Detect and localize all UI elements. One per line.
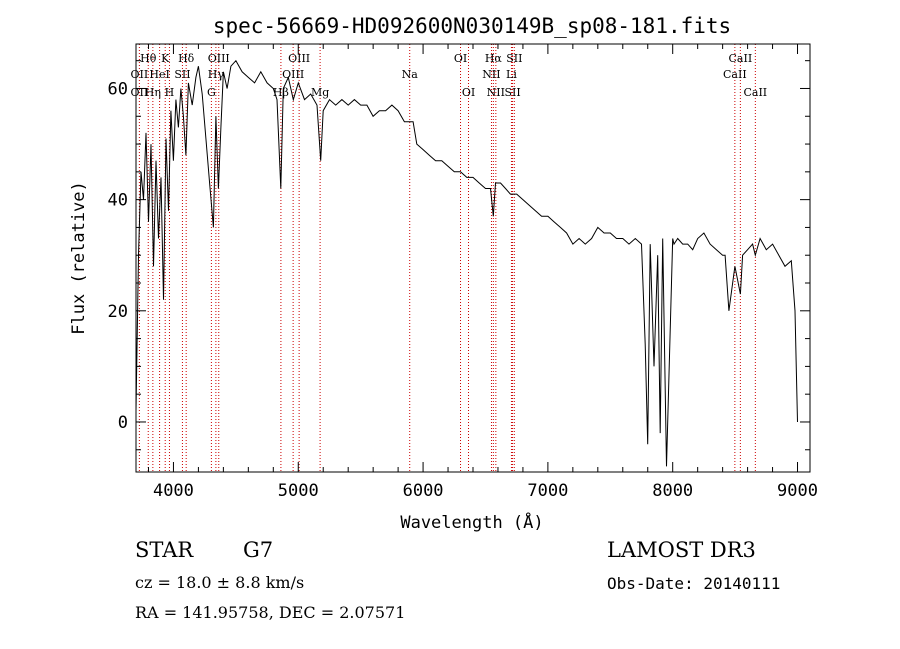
x-tick-label: 4000	[153, 481, 194, 501]
y-tick-label: 20	[108, 302, 128, 322]
line-label: OIII	[282, 68, 304, 81]
chart-title: spec-56669-HD092600N030149B_sp08-181.fit…	[213, 14, 731, 38]
line-label: Mg	[311, 86, 329, 99]
line-label: G	[207, 86, 216, 99]
line-label: Li	[506, 68, 517, 81]
line-label: Hη	[145, 86, 161, 99]
line-label: OII	[131, 86, 149, 99]
line-label: Hθ	[140, 52, 157, 65]
line-label: Hα	[485, 52, 503, 65]
line-label: NII	[487, 86, 505, 99]
line-label: Hβ	[273, 86, 289, 99]
spectrum-line	[135, 59, 798, 467]
plot-frame	[135, 43, 811, 473]
x-tick-label: 5000	[278, 481, 319, 501]
line-label: OI	[462, 86, 475, 99]
spectrum-chart: spec-56669-HD092600N030149B_sp08-181.fit…	[69, 14, 818, 533]
line-label: CaII	[743, 86, 767, 99]
x-tick-label: 9000	[777, 481, 818, 501]
line-label: Na	[402, 68, 419, 81]
line-label: SII	[504, 86, 520, 99]
line-label: SII	[506, 52, 522, 65]
emission-line-markers	[138, 44, 756, 472]
line-label: CaII	[729, 52, 753, 65]
line-label: OIII	[288, 52, 310, 65]
object-class: STAR	[135, 538, 194, 562]
redshift-text: cz = 18.0 ± 8.8 km/s	[135, 573, 305, 592]
subclass: G7	[243, 538, 274, 562]
line-label: OI	[454, 52, 467, 65]
y-axis-label: Flux (relative)	[69, 181, 89, 335]
x-tick-label: 8000	[652, 481, 693, 501]
line-label: OIII	[208, 52, 230, 65]
line-label: Hδ	[178, 52, 195, 65]
line-label: Hγ	[208, 68, 225, 81]
x-tick-label: 7000	[527, 481, 568, 501]
line-label: K	[161, 52, 170, 65]
line-label: SII	[174, 68, 190, 81]
line-label: OII	[131, 68, 149, 81]
line-label: CaII	[723, 68, 747, 81]
survey-name: LAMOST DR3	[607, 538, 756, 562]
y-tick-label: 60	[108, 79, 128, 99]
x-axis-label: Wavelength (Å)	[400, 511, 543, 533]
x-tick-label: 6000	[403, 481, 444, 501]
x-axis-ticks: 4000 5000 6000 7000 8000 9000	[147, 44, 818, 501]
line-label: NII	[482, 68, 500, 81]
y-tick-label: 0	[118, 413, 128, 433]
coordinates: RA = 141.95758, DEC = 2.07571	[135, 603, 406, 622]
line-label: HeI	[149, 68, 169, 81]
y-tick-label: 40	[108, 191, 128, 211]
y-axis-ticks: 0 20 40 60	[108, 60, 810, 451]
line-label: H	[165, 86, 175, 99]
emission-line-labels: Hθ OII OII K HeI Hη H Hδ SII OIII Hγ G OIII OIII Hβ Mg N…	[131, 52, 768, 99]
obs-date: Obs-Date: 20140111	[607, 574, 781, 593]
